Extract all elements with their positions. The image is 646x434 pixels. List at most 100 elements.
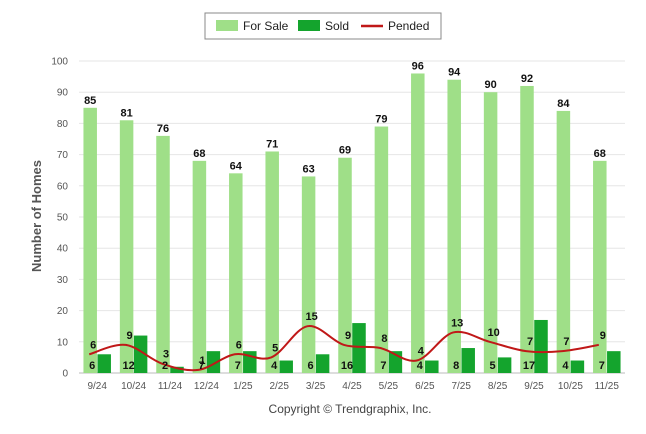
label-sold: 6 <box>89 360 95 372</box>
y-axis-ticks: 0 10 20 30 40 50 60 70 80 90 100 <box>51 57 68 380</box>
legend-swatch-for-sale <box>216 20 238 31</box>
bar-for-sale <box>338 157 352 373</box>
label-sold: 7 <box>198 360 204 372</box>
x-tick-label: 9/24 <box>87 381 107 392</box>
bar-sold <box>97 354 111 373</box>
label-pended: 9 <box>345 330 351 342</box>
bar-for-sale <box>593 160 607 373</box>
label-sold: 7 <box>599 360 605 372</box>
bar-for-sale <box>520 85 534 374</box>
label-pended: 10 <box>487 327 499 339</box>
label-sold: 2 <box>162 360 168 372</box>
label-pended: 9 <box>600 330 606 342</box>
bar-sold <box>534 319 548 373</box>
label-for-sale: 68 <box>594 148 606 160</box>
y-axis-title: Number of Homes <box>29 160 44 272</box>
label-sold: 8 <box>453 360 459 372</box>
bar-sold <box>461 348 475 373</box>
bar-sold <box>315 354 330 373</box>
legend-label-for-sale: For Sale <box>243 19 289 33</box>
label-for-sale: 85 <box>84 95 96 107</box>
bar-sold <box>133 335 148 373</box>
bar-sold <box>206 351 221 373</box>
y-tick-label: 30 <box>57 275 69 286</box>
bar-for-sale <box>83 107 97 374</box>
copyright-text: Copyright © Trendgraphix, Inc. <box>269 402 432 416</box>
label-for-sale: 94 <box>448 67 461 79</box>
data-labels: 8566811297623687164767145636156916979789… <box>84 60 606 372</box>
label-sold: 5 <box>490 360 496 372</box>
label-for-sale: 68 <box>193 148 205 160</box>
x-tick-label: 1/25 <box>233 381 253 392</box>
series-line-pended <box>88 325 599 372</box>
y-tick-label: 80 <box>57 119 69 130</box>
bar-sold <box>425 360 439 373</box>
legend-box <box>204 12 442 40</box>
y-tick-label: 40 <box>57 244 69 255</box>
label-for-sale: 90 <box>484 79 496 91</box>
bar-sold <box>352 323 366 373</box>
y-tick-label: 20 <box>57 306 69 317</box>
label-pended: 8 <box>381 333 387 345</box>
label-for-sale: 63 <box>302 163 314 175</box>
label-pended: 6 <box>236 339 242 351</box>
grid <box>79 60 625 374</box>
y-tick-label: 70 <box>57 150 69 161</box>
bar-for-sale <box>301 176 316 373</box>
label-pended: 1 <box>199 355 205 367</box>
y-tick-label: 100 <box>51 57 68 68</box>
label-for-sale: 64 <box>230 160 243 172</box>
label-pended: 4 <box>418 346 425 358</box>
label-sold: 12 <box>122 360 134 372</box>
x-tick-label: 11/25 <box>595 381 620 392</box>
label-for-sale: 92 <box>521 73 533 85</box>
y-tick-label: 50 <box>57 213 69 224</box>
bar-for-sale <box>119 120 134 373</box>
label-pended: 13 <box>451 317 463 329</box>
label-pended: 3 <box>163 349 169 361</box>
label-sold: 7 <box>235 360 241 372</box>
label-sold: 17 <box>523 360 535 372</box>
x-tick-label: 10/24 <box>121 381 146 392</box>
bar-for-sale <box>229 173 243 373</box>
label-for-sale: 84 <box>557 98 570 110</box>
label-pended: 7 <box>563 336 569 348</box>
label-pended: 5 <box>272 342 278 354</box>
bar-sold <box>570 360 585 373</box>
y-tick-label: 60 <box>57 181 69 192</box>
label-sold: 6 <box>308 360 314 372</box>
bars <box>83 73 621 374</box>
x-tick-label: 3/25 <box>306 381 326 392</box>
label-for-sale: 76 <box>157 123 169 135</box>
x-axis-ticks: 9/24 10/24 11/24 12/24 1/25 2/25 3/25 4/25 5/25 6… <box>87 381 619 392</box>
label-sold: 7 <box>380 360 386 372</box>
label-for-sale: 71 <box>266 138 278 150</box>
legend-label-pended: Pended <box>388 19 429 33</box>
x-tick-label: 5/25 <box>379 381 399 392</box>
x-tick-label: 11/24 <box>158 381 183 392</box>
bar-for-sale <box>556 110 571 374</box>
label-for-sale: 81 <box>120 107 132 119</box>
bar-for-sale <box>265 151 279 373</box>
bar-sold <box>170 366 184 373</box>
x-tick-label: 12/24 <box>194 381 219 392</box>
bar-for-sale <box>192 160 207 373</box>
label-pended: 9 <box>127 330 133 342</box>
label-for-sale: 69 <box>339 145 351 157</box>
label-for-sale: 79 <box>375 114 387 126</box>
label-for-sale: 96 <box>412 60 424 72</box>
y-tick-label: 90 <box>57 88 69 99</box>
x-tick-label: 8/25 <box>488 381 508 392</box>
y-tick-label: 0 <box>62 369 68 380</box>
x-tick-label: 7/25 <box>451 381 471 392</box>
label-pended: 6 <box>90 339 96 351</box>
legend-swatch-sold <box>298 20 320 31</box>
x-tick-label: 9/25 <box>524 381 544 392</box>
x-tick-label: 4/25 <box>342 381 362 392</box>
bar-for-sale <box>483 92 498 373</box>
legend-label-sold: Sold <box>325 19 349 33</box>
label-sold: 4 <box>271 360 278 372</box>
bar-for-sale <box>156 135 170 373</box>
label-sold: 4 <box>417 360 424 372</box>
